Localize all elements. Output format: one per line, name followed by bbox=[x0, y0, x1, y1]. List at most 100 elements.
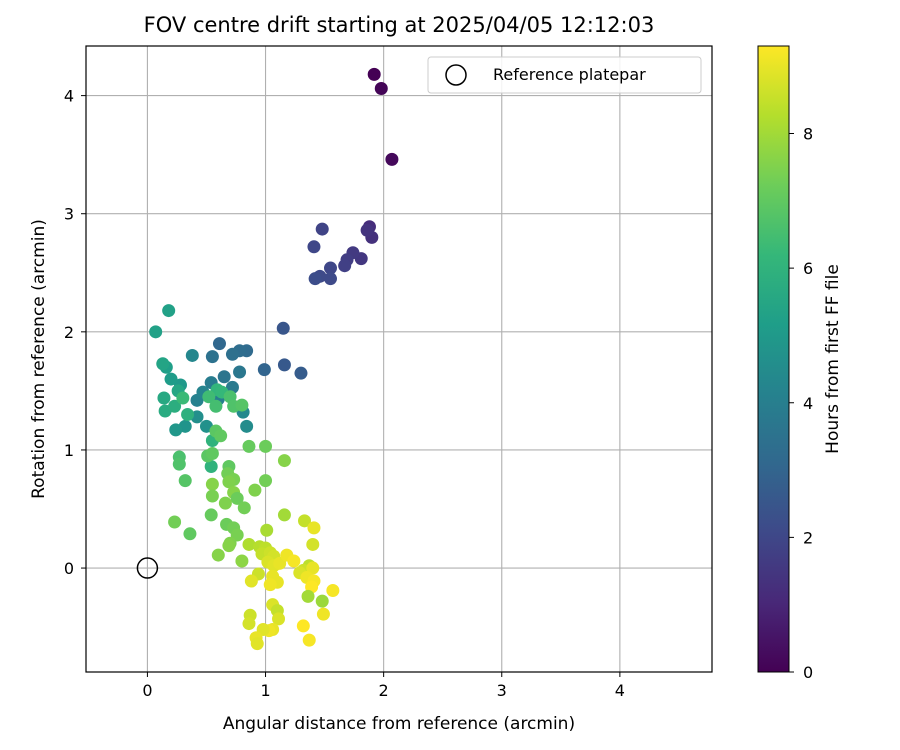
scatter-point bbox=[162, 304, 176, 318]
scatter-point bbox=[204, 459, 218, 473]
scatter-point bbox=[250, 637, 264, 651]
scatter-point bbox=[156, 357, 170, 371]
colorbar-label: Hours from first FF file bbox=[823, 264, 843, 454]
scatter-point bbox=[306, 561, 320, 575]
scatter-point bbox=[168, 515, 182, 529]
x-tick-label: 2 bbox=[379, 681, 389, 700]
scatter-point bbox=[240, 419, 254, 433]
y-tick-label: 4 bbox=[64, 87, 74, 106]
scatter-point bbox=[214, 429, 228, 443]
y-tick-label: 3 bbox=[64, 205, 74, 224]
scatter-point bbox=[244, 574, 258, 588]
scatter-point bbox=[326, 584, 340, 598]
colorbar-tick-label: 8 bbox=[803, 125, 813, 144]
scatter-point bbox=[307, 240, 321, 254]
colorbar bbox=[757, 45, 790, 673]
x-axis-ticks: 0 1 2 3 4 bbox=[142, 672, 625, 700]
scatter-point bbox=[237, 501, 251, 515]
scatter-point bbox=[204, 508, 218, 522]
scatter-point bbox=[211, 548, 225, 562]
scatter-point bbox=[172, 457, 186, 471]
scatter-point bbox=[202, 390, 216, 404]
scatter-point bbox=[260, 523, 274, 537]
legend-label-reference: Reference platepar bbox=[493, 65, 646, 84]
x-tick-label: 3 bbox=[497, 681, 507, 700]
scatter-point bbox=[323, 261, 337, 275]
scatter-point bbox=[301, 589, 315, 603]
x-tick-label: 0 bbox=[142, 681, 152, 700]
scatter-point bbox=[277, 508, 291, 522]
scatter-point bbox=[315, 594, 329, 608]
scatter-point bbox=[276, 321, 290, 335]
scatter-point bbox=[259, 474, 273, 488]
y-axis-label: Rotation from reference (arcmin) bbox=[29, 219, 49, 499]
scatter-point bbox=[176, 391, 190, 405]
reference-legend-marker bbox=[445, 64, 467, 86]
scatter-point bbox=[248, 483, 262, 497]
scatter-point bbox=[294, 366, 308, 380]
scatter-point bbox=[306, 537, 320, 551]
scatter-point bbox=[157, 391, 171, 405]
scatter-point bbox=[287, 554, 301, 568]
scatter-point bbox=[338, 259, 352, 273]
scatter-point bbox=[178, 474, 192, 488]
y-tick-label: 1 bbox=[64, 441, 74, 460]
scatter-point bbox=[242, 439, 256, 453]
scatter-point bbox=[205, 477, 219, 491]
scatter-point bbox=[205, 489, 219, 503]
scatter-point bbox=[385, 152, 399, 166]
scatter-point bbox=[209, 399, 223, 413]
scatter-point bbox=[222, 539, 236, 553]
scatter-point bbox=[307, 521, 321, 535]
colorbar-ticks: 0 2 4 6 8 bbox=[789, 125, 813, 682]
scatter-point bbox=[218, 496, 232, 510]
scatter-point bbox=[277, 358, 291, 372]
scatter-point bbox=[259, 439, 273, 453]
scatter-point bbox=[169, 423, 183, 437]
scatter-point bbox=[308, 272, 322, 286]
colorbar-tick-label: 4 bbox=[803, 394, 813, 413]
scatter-point bbox=[205, 350, 219, 364]
scatter-point bbox=[296, 619, 310, 633]
chart-title: FOV centre drift starting at 2025/04/05 … bbox=[144, 13, 655, 37]
colorbar-tick-label: 6 bbox=[803, 259, 813, 278]
scatter-point bbox=[222, 475, 236, 489]
y-tick-label: 2 bbox=[64, 323, 74, 342]
colorbar-tick-label: 2 bbox=[803, 528, 813, 547]
scatter-point bbox=[315, 222, 329, 236]
scatter-point bbox=[183, 527, 197, 541]
scatter-point bbox=[323, 272, 337, 286]
scatter-point bbox=[367, 67, 381, 81]
x-axis-label: Angular distance from reference (arcmin) bbox=[223, 714, 575, 734]
scatter-point bbox=[212, 337, 226, 351]
scatter-point bbox=[374, 82, 388, 96]
scatter-point bbox=[298, 514, 312, 528]
scatter-point bbox=[205, 446, 219, 460]
scatter-point bbox=[181, 408, 195, 422]
y-tick-label: 0 bbox=[64, 559, 74, 578]
legend-box bbox=[427, 56, 702, 94]
legend: Reference platepar bbox=[427, 56, 702, 94]
plot-area-frame bbox=[85, 45, 713, 673]
scatter-point bbox=[360, 223, 374, 237]
scatter-point bbox=[225, 347, 239, 361]
scatter-point bbox=[149, 325, 163, 339]
x-tick-label: 4 bbox=[615, 681, 625, 700]
scatter-point bbox=[185, 348, 199, 362]
scatter-point bbox=[263, 578, 277, 592]
scatter-point bbox=[277, 454, 291, 468]
grid bbox=[86, 46, 712, 672]
scatter-point bbox=[272, 612, 286, 626]
scatter-point bbox=[235, 398, 249, 412]
scatter-point bbox=[316, 607, 330, 621]
scatter-point bbox=[235, 554, 249, 568]
scatter-point bbox=[230, 491, 244, 505]
colorbar-tick-label: 0 bbox=[803, 663, 813, 682]
scatter-point bbox=[164, 372, 178, 386]
reference-marker-layer bbox=[136, 557, 159, 579]
data-points bbox=[149, 67, 399, 651]
scatter-point bbox=[302, 633, 316, 647]
reference-platepar-marker bbox=[136, 557, 159, 579]
scatter-point bbox=[217, 370, 231, 384]
